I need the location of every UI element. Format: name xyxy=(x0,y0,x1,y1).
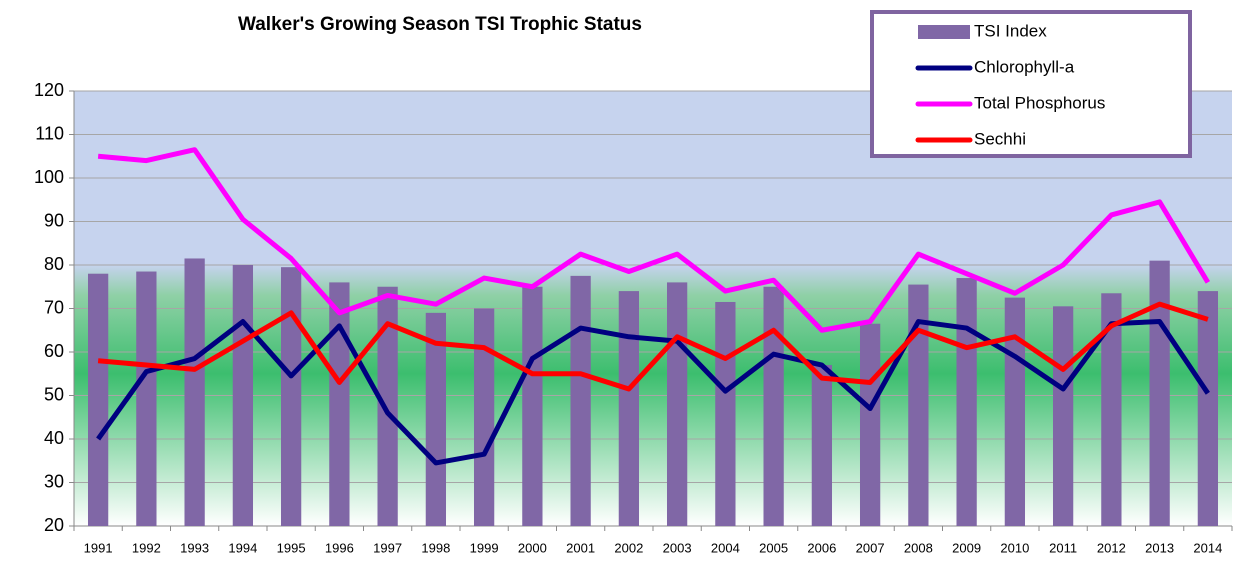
x-tick-label: 2003 xyxy=(663,540,692,555)
bar xyxy=(280,267,302,526)
y-tick-label: 30 xyxy=(44,471,64,491)
bar xyxy=(1052,306,1074,526)
y-tick-label: 80 xyxy=(44,254,64,274)
legend-label: TSI Index xyxy=(974,21,1047,40)
chart-title: Walker's Growing Season TSI Trophic Stat… xyxy=(238,14,642,35)
bar xyxy=(715,301,736,526)
x-tick-label: 1996 xyxy=(325,540,354,555)
x-tick-label: 2010 xyxy=(1000,540,1029,555)
bar xyxy=(570,275,591,526)
line xyxy=(97,301,1209,392)
x-tick-label: 1998 xyxy=(421,540,450,555)
bar xyxy=(1197,291,1219,526)
x-tick-label: 2012 xyxy=(1097,540,1126,555)
bar xyxy=(87,273,109,526)
y-tick-label: 70 xyxy=(44,297,64,317)
bar xyxy=(618,291,640,526)
bar xyxy=(1101,293,1122,526)
x-tick-label: 2004 xyxy=(711,540,740,555)
bar xyxy=(473,308,495,526)
x-tick-label: 1999 xyxy=(470,540,499,555)
x-tick-label: 1993 xyxy=(180,540,209,555)
bar xyxy=(1004,297,1026,526)
legend-swatch xyxy=(918,25,970,39)
bar xyxy=(908,284,929,526)
x-tick-label: 2000 xyxy=(518,540,547,555)
x-tick-label: 2008 xyxy=(904,540,933,555)
x-tick-label: 2007 xyxy=(856,540,885,555)
x-tick-label: 1991 xyxy=(84,540,113,555)
legend-label: Total Phosphorus xyxy=(974,93,1105,112)
x-tick-label: 1994 xyxy=(228,540,257,555)
y-tick-label: 100 xyxy=(34,167,64,187)
x-tick-label: 2001 xyxy=(566,540,595,555)
bar xyxy=(811,365,833,526)
legend-label: Chlorophyll-a xyxy=(974,57,1075,76)
bar xyxy=(425,312,447,526)
bar xyxy=(377,286,398,526)
y-tick-label: 20 xyxy=(44,515,64,535)
bar xyxy=(1149,260,1170,526)
x-tick-label: 2011 xyxy=(1049,540,1077,555)
x-tick-label: 2006 xyxy=(807,540,836,555)
y-tick-label: 110 xyxy=(35,123,64,143)
x-tick-label: 2009 xyxy=(952,540,981,555)
bar xyxy=(522,286,543,526)
x-tick-label: 2002 xyxy=(614,540,643,555)
y-tick-label: 120 xyxy=(34,80,64,100)
bar xyxy=(859,323,881,526)
bar xyxy=(666,282,688,526)
bar xyxy=(329,282,350,526)
bar xyxy=(763,286,784,526)
legend-label: Sechhi xyxy=(974,129,1026,148)
x-tick-label: 2014 xyxy=(1193,540,1222,555)
line xyxy=(97,147,1211,333)
bar xyxy=(232,265,254,526)
bar xyxy=(956,278,977,526)
y-tick-label: 60 xyxy=(44,341,64,361)
x-tick-label: 1995 xyxy=(277,540,306,555)
bar xyxy=(136,271,157,526)
y-tick-label: 40 xyxy=(44,428,64,448)
line xyxy=(96,319,1210,466)
x-tick-label: 1992 xyxy=(132,540,161,555)
x-tick-label: 2013 xyxy=(1145,540,1174,555)
bar xyxy=(184,258,205,526)
y-tick-label: 90 xyxy=(44,210,64,230)
x-tick-label: 1997 xyxy=(373,540,402,555)
y-tick-label: 50 xyxy=(44,384,64,404)
x-tick-label: 2005 xyxy=(759,540,788,555)
